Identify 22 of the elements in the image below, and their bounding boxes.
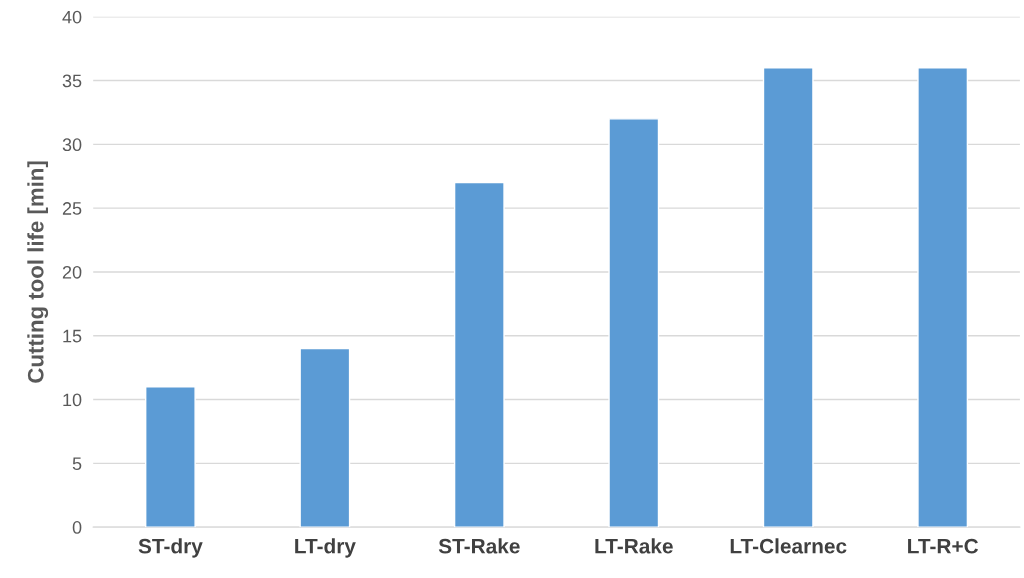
- y-tick-label: 20: [62, 265, 82, 279]
- x-tick-label: LT-dry: [295, 538, 356, 558]
- bar: [299, 347, 351, 528]
- y-tick-label: 40: [62, 10, 82, 24]
- x-tick-label: LT-Clearnec: [730, 538, 847, 554]
- bar: [762, 67, 814, 528]
- y-tick-label: 15: [63, 329, 82, 343]
- bar: [453, 181, 505, 528]
- y-tick-label: 30: [62, 138, 82, 152]
- x-tick-label: ST-Rake: [438, 538, 520, 554]
- y-tick-label: 0: [72, 521, 82, 534]
- x-tick-label: LT-Rake: [595, 538, 673, 554]
- x-tick-label: ST-dry: [138, 538, 203, 558]
- bar: [917, 67, 969, 528]
- y-tick-label: 35: [62, 74, 82, 88]
- y-tick-label: 5: [72, 457, 82, 471]
- x-tick-label: LT-R+C: [908, 538, 979, 554]
- bar: [608, 118, 660, 528]
- y-axis-title: Cutting tool life [min]: [27, 161, 49, 383]
- bar: [145, 386, 196, 528]
- y-tick-label: 25: [62, 202, 82, 215]
- y-tick-label: 10: [63, 393, 82, 407]
